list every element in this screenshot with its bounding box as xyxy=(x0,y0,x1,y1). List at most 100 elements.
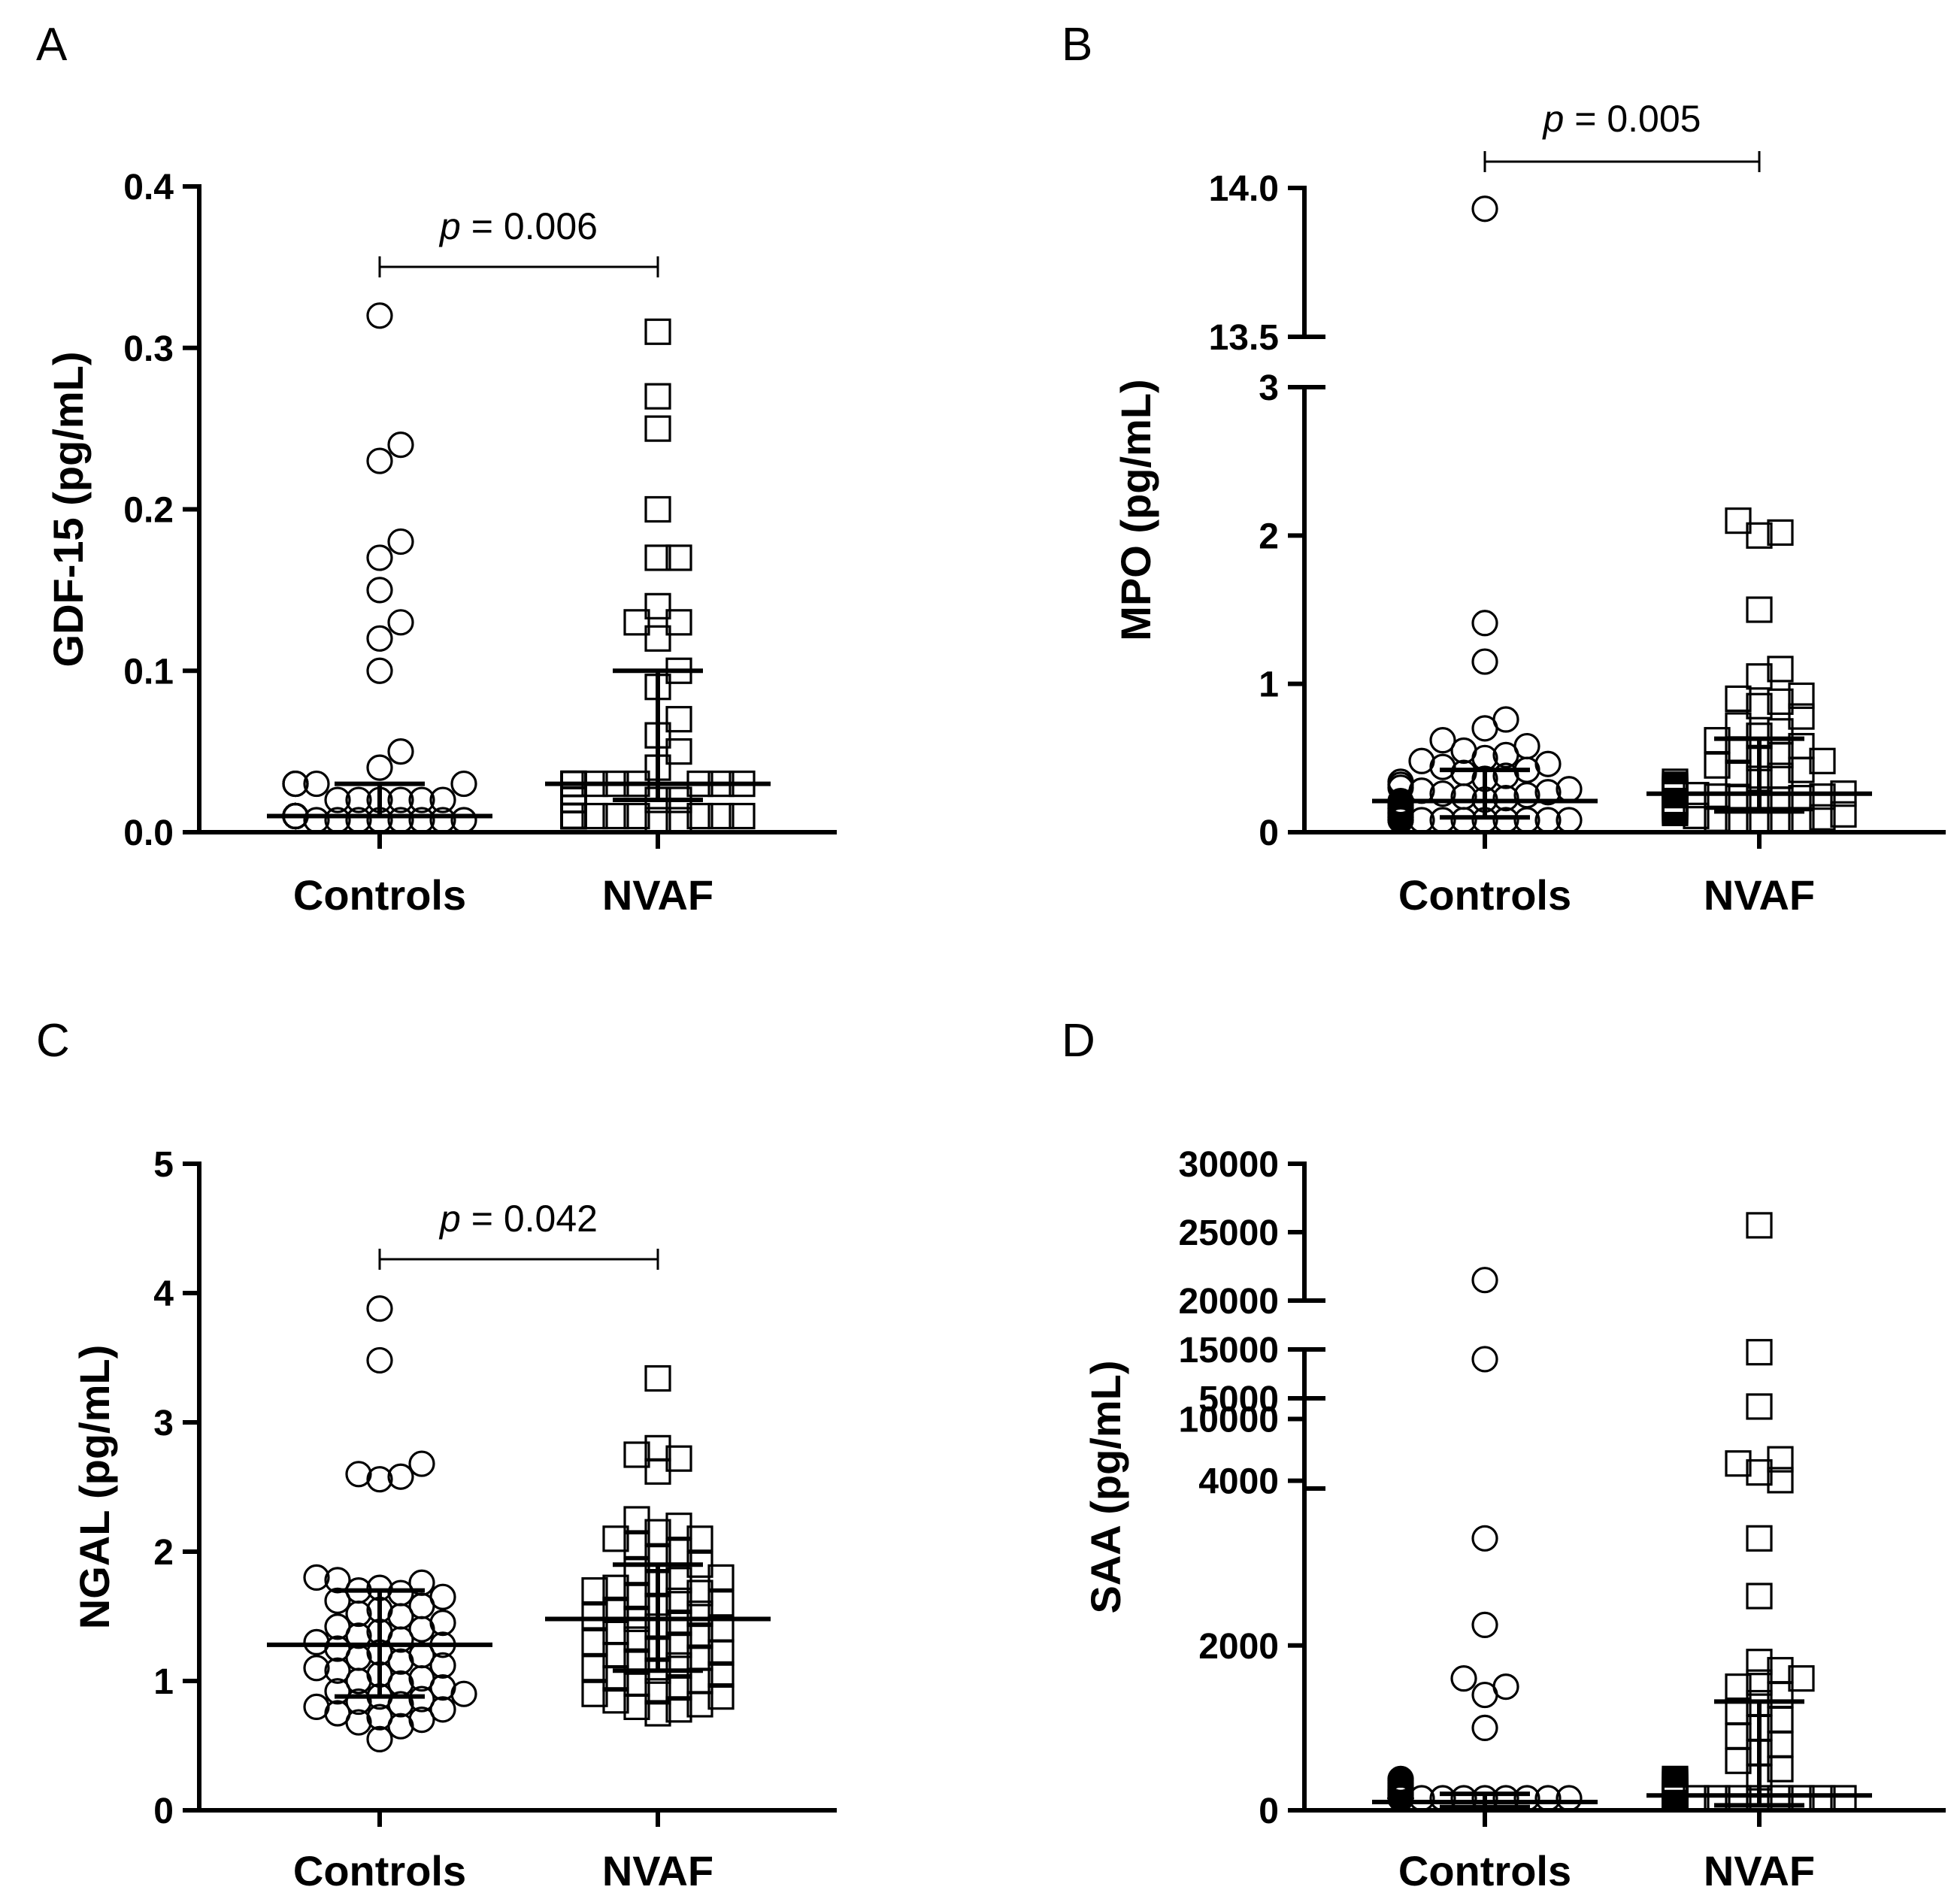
data-point-controls xyxy=(345,1622,372,1649)
data-point-controls xyxy=(450,807,477,834)
data-point-controls xyxy=(366,657,393,684)
data-point-nvaf xyxy=(1809,747,1836,774)
data-point-nvaf xyxy=(1830,1785,1857,1812)
data-point-controls xyxy=(345,807,372,834)
data-point-nvaf xyxy=(1683,802,1710,829)
panel-letter-c: C xyxy=(36,1015,70,1067)
data-point-nvaf xyxy=(686,1691,713,1718)
data-point-nvaf xyxy=(644,1700,671,1727)
data-point-nvaf xyxy=(1788,807,1815,834)
data-point-nvaf xyxy=(1746,1393,1773,1420)
data-point-nvaf xyxy=(1767,688,1794,715)
x-category-label-nvaf: NVAF xyxy=(602,871,713,919)
y-tick-label: 14.0 xyxy=(1209,169,1279,209)
data-point-nvaf xyxy=(644,1678,671,1705)
data-point-nvaf xyxy=(581,1577,608,1604)
data-point-controls xyxy=(1471,1611,1498,1638)
data-point-controls xyxy=(408,1450,435,1477)
data-point-nvaf xyxy=(707,1683,735,1710)
data-point-controls xyxy=(408,786,435,813)
data-point-controls xyxy=(1471,1785,1498,1812)
data-point-controls xyxy=(366,625,393,652)
data-point-controls xyxy=(345,1667,372,1695)
data-point-controls xyxy=(1408,807,1435,834)
data-point-nvaf xyxy=(686,1622,713,1649)
plot-b: 0 1 2 3 13.5 14.0 MPO (pg/mL) Controls NVAF p = 0… xyxy=(1112,98,1946,919)
data-point-controls xyxy=(303,1564,330,1591)
data-point-nvaf xyxy=(1767,519,1794,546)
data-point-controls xyxy=(387,1691,414,1718)
y-axis-label: NGAL (pg/mL) xyxy=(71,1345,118,1629)
y-tick-label: 3 xyxy=(1259,368,1279,408)
data-point-controls xyxy=(1471,1714,1498,1741)
y-tick-label: 0 xyxy=(1259,1791,1279,1831)
panel-letter-d: D xyxy=(1062,1015,1095,1067)
y-axis-label: SAA (pg/mL) xyxy=(1082,1361,1129,1614)
y-axis-label: MPO (pg/mL) xyxy=(1112,379,1159,641)
data-point-controls xyxy=(366,754,393,781)
significance-bracket xyxy=(378,1249,659,1270)
data-point-controls xyxy=(387,528,414,556)
y-tick-label: 0.4 xyxy=(123,168,174,207)
y-tick-label: 10000 xyxy=(1179,1401,1279,1440)
data-point-controls xyxy=(324,1678,351,1705)
data-point-controls xyxy=(387,786,414,813)
data-point-nvaf xyxy=(602,1664,629,1692)
data-point-controls xyxy=(1429,1785,1456,1812)
data-point-controls xyxy=(1534,750,1562,777)
data-point-nvaf xyxy=(560,802,587,830)
data-point-controls xyxy=(1492,1785,1519,1812)
data-point-controls xyxy=(366,447,393,474)
data-point-nvaf xyxy=(665,738,692,765)
data-point-controls xyxy=(345,1644,372,1671)
y-tick-label: 0.1 xyxy=(123,652,174,692)
data-point-nvaf xyxy=(602,1525,629,1552)
data-point-controls xyxy=(366,1346,393,1374)
data-point-controls xyxy=(1556,807,1583,834)
data-point-controls xyxy=(1492,807,1519,834)
p-value-text: = 0.006 xyxy=(461,205,598,247)
data-point-controls xyxy=(1471,1267,1498,1294)
y-tick-label: 5000 xyxy=(1198,1380,1279,1419)
data-point-controls xyxy=(450,770,477,798)
x-category-label-nvaf: NVAF xyxy=(1704,871,1815,919)
data-point-nvaf xyxy=(1767,656,1794,683)
data-point-nvaf xyxy=(1704,783,1731,810)
data-point-nvaf xyxy=(623,1626,650,1653)
data-point-nvaf xyxy=(560,786,587,813)
y-tick-label: 15000 xyxy=(1179,1331,1279,1370)
data-point-controls xyxy=(1408,747,1435,774)
data-point-nvaf xyxy=(686,1579,713,1607)
data-point-nvaf xyxy=(707,1639,735,1666)
data-point-nvaf xyxy=(581,1680,608,1707)
data-point-controls xyxy=(429,786,456,813)
plot-a: 0.0 0.1 0.2 0.3 0.4 GDF-15 (pg/mL) Controls NVA… xyxy=(44,168,837,919)
panel-c: C 0 1 2 3 4 5 NGAL (pg/mL) Controls NVAF p = 0.04… xyxy=(36,1015,837,1894)
data-point-nvaf xyxy=(644,495,671,523)
data-point-nvaf xyxy=(602,1687,629,1714)
data-point-controls xyxy=(1513,1785,1540,1812)
data-point-controls xyxy=(429,1696,456,1723)
data-point-nvaf xyxy=(1788,682,1815,710)
data-point-controls xyxy=(345,1600,372,1628)
data-point-controls xyxy=(1471,1346,1498,1373)
data-point-nvaf xyxy=(707,802,735,830)
data-point-nvaf xyxy=(1788,703,1815,730)
data-point-nvaf xyxy=(1662,1785,1689,1812)
data-point-controls xyxy=(1492,785,1519,812)
x-category-label-nvaf: NVAF xyxy=(1704,1847,1815,1894)
data-point-controls xyxy=(387,1713,414,1740)
p-value-label: p = 0.005 xyxy=(1542,98,1701,140)
data-point-nvaf xyxy=(1725,685,1752,713)
data-point-controls xyxy=(408,807,435,834)
data-point-nvaf xyxy=(623,609,650,636)
data-point-nvaf xyxy=(644,592,671,619)
data-point-controls xyxy=(408,1685,435,1713)
p-value-label: p = 0.042 xyxy=(438,1198,598,1240)
data-point-controls xyxy=(1408,1785,1435,1812)
data-point-nvaf xyxy=(1809,804,1836,831)
data-point-controls xyxy=(366,577,393,604)
data-point-nvaf xyxy=(1704,752,1731,779)
data-point-controls xyxy=(366,302,393,329)
data-point-controls xyxy=(1429,807,1456,834)
